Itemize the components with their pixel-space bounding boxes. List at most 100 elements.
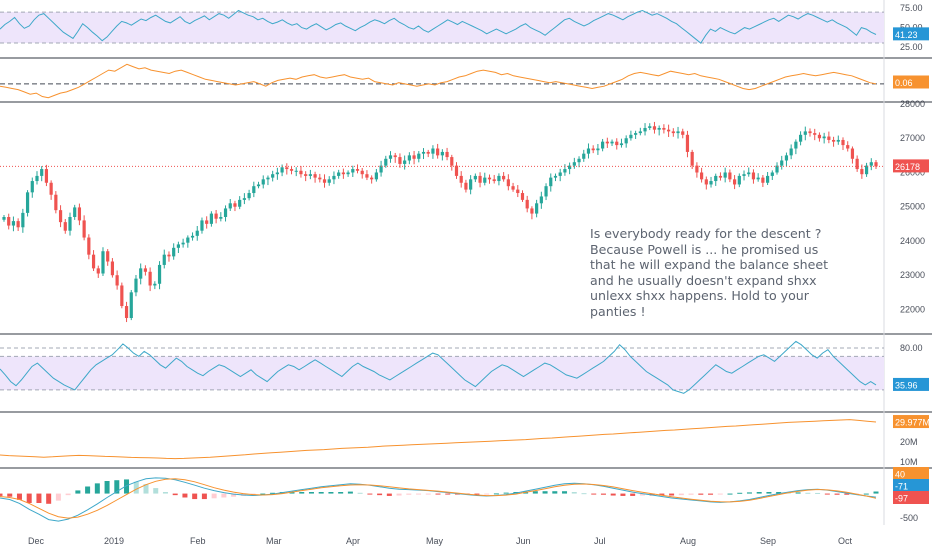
candle-body — [233, 203, 237, 207]
macd-histogram-bar — [16, 493, 22, 500]
candle-body — [417, 153, 421, 159]
price-tick-label: 24000 — [900, 236, 925, 246]
candle-body — [346, 172, 350, 175]
candle-body — [190, 235, 195, 238]
candle-body — [761, 177, 765, 183]
candle-body — [756, 177, 760, 180]
candle-body — [96, 268, 100, 274]
macd-histogram-bar — [659, 493, 665, 496]
candle-body — [238, 199, 242, 207]
rsi-line — [0, 9, 877, 44]
candle-body — [445, 151, 449, 158]
candle-body — [487, 177, 492, 180]
candle-body — [403, 160, 407, 164]
osc-last-value: 0.06 — [895, 78, 913, 88]
annotation-note[interactable]: Is everybody ready for the descent ? Bec… — [590, 226, 830, 319]
rsi-tick-label: 75.00 — [900, 3, 923, 13]
candle-body — [322, 179, 327, 183]
macd-histogram-bar — [347, 491, 353, 494]
candle-body — [318, 177, 322, 180]
candle-body — [308, 174, 312, 176]
candle-body — [332, 175, 336, 180]
candle-body — [714, 175, 718, 182]
macd-histogram-bar — [844, 493, 850, 495]
candle-body — [223, 208, 228, 217]
macd-histogram-bar — [873, 491, 879, 494]
time-tick-label: 2019 — [104, 536, 124, 546]
candle-body — [836, 139, 840, 142]
candle-body — [351, 169, 355, 173]
osc-line — [0, 63, 877, 99]
macd-histogram-bar — [114, 480, 120, 494]
candle-body — [304, 174, 308, 176]
candle-body — [464, 182, 468, 190]
candle-body — [506, 179, 510, 187]
macd-histogram-bar — [571, 492, 577, 494]
candle-body — [355, 169, 360, 171]
candle-body — [412, 155, 416, 159]
candle-body — [124, 306, 129, 319]
candle-body — [577, 158, 581, 163]
candle-body — [25, 192, 30, 213]
candle-body — [850, 148, 855, 159]
candle-body — [2, 217, 6, 220]
candle-body — [652, 126, 657, 130]
candle-body — [16, 221, 20, 228]
candle-body — [695, 165, 699, 173]
volume-tick-label: 10M — [900, 457, 918, 467]
price-tick-label: 26000 — [900, 167, 925, 177]
time-tick-label: Feb — [190, 536, 206, 546]
time-tick-label: Dec — [28, 536, 45, 546]
candle-body — [252, 186, 256, 194]
macd-histogram-bar — [688, 493, 694, 495]
macd-tick-label: -500 — [900, 513, 918, 523]
candle-body — [40, 169, 44, 176]
candle-body — [794, 141, 798, 149]
macd-histogram-bar — [153, 488, 159, 494]
candle-body — [732, 179, 737, 185]
macd-histogram-bar — [231, 493, 237, 497]
candle-body — [511, 186, 515, 190]
macd-histogram-bar — [75, 490, 81, 494]
candle-body — [181, 242, 185, 245]
candle-body — [205, 220, 209, 224]
macd-histogram-bar — [377, 493, 383, 496]
candle-body — [469, 179, 473, 190]
macd-histogram-bar — [698, 493, 704, 495]
candle-body — [530, 208, 534, 214]
time-tick-label: Aug — [680, 536, 696, 546]
macd-histogram-bar — [600, 493, 606, 495]
candle-body — [728, 172, 732, 180]
candle-body — [685, 134, 690, 152]
candle-body — [200, 220, 204, 231]
candle-body — [648, 126, 652, 128]
candle-body — [153, 283, 157, 286]
macd-histogram-bar — [260, 493, 266, 495]
candle-body — [407, 155, 411, 161]
candle-body — [742, 174, 746, 176]
candle-body — [21, 212, 25, 228]
macd-histogram-bar — [708, 493, 714, 495]
time-tick-label: Oct — [838, 536, 853, 546]
macd-histogram-bar — [824, 493, 830, 495]
rsi-last-value: 41.23 — [895, 30, 918, 40]
candle-body — [676, 131, 680, 134]
candle-body — [681, 131, 685, 135]
macd-histogram-bar — [338, 492, 344, 494]
candle-body — [525, 199, 529, 209]
rsi-tick-label: 25.00 — [900, 42, 923, 52]
macd-histogram-bar — [26, 493, 32, 503]
candle-body — [327, 179, 331, 183]
candle-body — [544, 186, 548, 197]
candle-body — [63, 222, 67, 231]
macd-histogram-bar — [727, 493, 733, 495]
candle-body — [535, 203, 539, 214]
time-tick-label: Jun — [516, 536, 531, 546]
candle-body — [54, 194, 58, 211]
macd-histogram-bar — [94, 483, 100, 494]
candle-body — [398, 157, 402, 164]
candle-body — [157, 264, 162, 284]
candle-body — [242, 198, 246, 200]
candle-body — [167, 254, 171, 257]
candle-body — [436, 148, 440, 156]
